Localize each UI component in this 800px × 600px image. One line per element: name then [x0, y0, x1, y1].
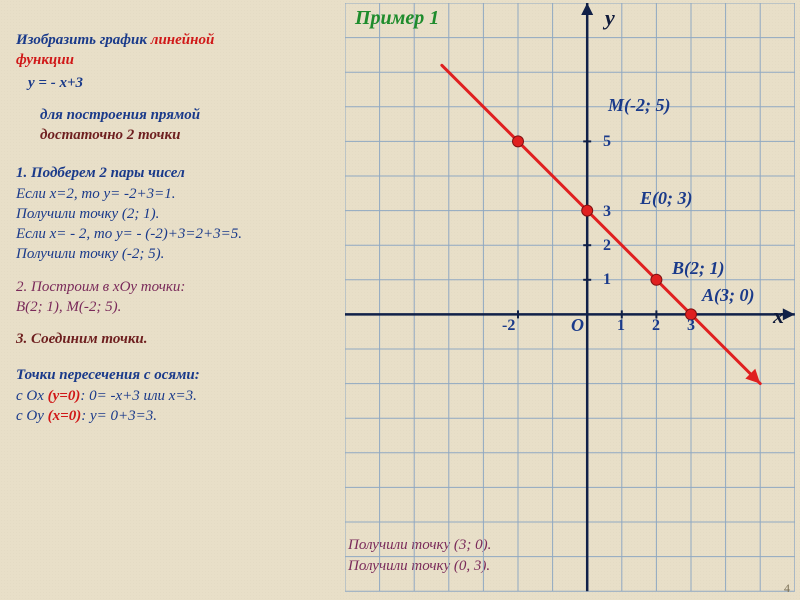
coordinate-chart: Пример 1 у х М(-2; 5) Е(0; 3) В(2; 1) А(…	[345, 3, 795, 595]
step3-block: 3. Соединим точки.	[16, 329, 361, 349]
tick-y3: 3	[603, 203, 611, 221]
example-title: Пример 1	[355, 7, 439, 30]
step1-l1: Если х=2, то у= -2+3=1.	[16, 184, 361, 204]
axis-x-label: х	[773, 303, 784, 329]
step1-l2: Получили точку (2; 1).	[16, 204, 361, 224]
oy-c: : у= 0+3=3.	[81, 408, 157, 424]
oy-b: (х=0)	[48, 408, 82, 424]
step2-block: 2. Построим в хОу точки: В(2; 1), М(-2; …	[16, 277, 361, 318]
slide-content: Изобразить график линейной функции у = -…	[0, 0, 800, 600]
left-column: Изобразить график линейной функции у = -…	[16, 30, 361, 438]
page-number: 4	[784, 581, 790, 596]
step2-l1: 2. Построим в хОу точки:	[16, 277, 361, 297]
tick-y2: 2	[603, 237, 611, 255]
step1-l4: Получили точку (-2; 5).	[16, 244, 361, 264]
tick-x1: 1	[617, 317, 625, 335]
step1-header: 1. Подберем 2 пары чисел	[16, 163, 361, 183]
label-M: М(-2; 5)	[608, 95, 670, 116]
tick-x3: 3	[687, 317, 695, 335]
task-block: Изобразить график линейной функции у = -…	[16, 30, 361, 93]
intersect-block: Точки пересечения с осями: с Ох (у=0): 0…	[16, 365, 361, 426]
intersect-header: Точки пересечения с осями:	[16, 365, 361, 385]
build-l1: для построения прямой	[40, 105, 361, 125]
step1-l3: Если х= - 2, то у= - (-2)+3=2+3=5.	[16, 224, 361, 244]
task-line2a: функции	[16, 52, 74, 68]
tick-y1: 1	[603, 271, 611, 289]
axis-y-label: у	[605, 5, 615, 31]
build-hint: для построения прямой достаточно 2 точки	[40, 105, 361, 146]
tick-y5: 5	[603, 133, 611, 151]
label-B: В(2; 1)	[672, 258, 725, 279]
origin-label: О	[571, 315, 584, 336]
step1-block: 1. Подберем 2 пары чисел Если х=2, то у=…	[16, 163, 361, 264]
step3-l1: 3. Соединим точки.	[16, 329, 361, 349]
oy-a: с Оу	[16, 408, 48, 424]
step2-l2: В(2; 1), М(-2; 5).	[16, 297, 361, 317]
tick-xm2: -2	[502, 317, 515, 335]
label-A: А(3; 0)	[702, 285, 755, 306]
ox-b: (у=0)	[48, 388, 81, 404]
tick-x2: 2	[652, 317, 660, 335]
task-equation: у = - х+3	[28, 73, 361, 93]
ox-c: : 0= -х+3 или х=3.	[80, 388, 196, 404]
task-line1b: линейной	[151, 32, 215, 48]
ox-a: с Ох	[16, 388, 48, 404]
build-l2: достаточно 2 точки	[40, 125, 361, 145]
task-line1a: Изобразить график	[16, 32, 151, 48]
label-E: Е(0; 3)	[640, 188, 693, 209]
